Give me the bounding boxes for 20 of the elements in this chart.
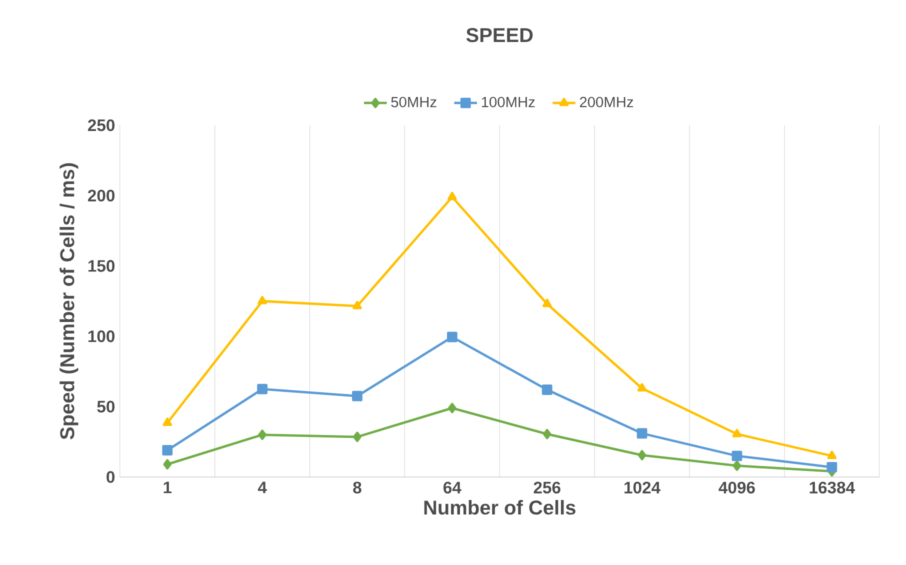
x-tick-label: 4 [258,482,267,494]
y-tick-label: 150 [88,260,115,272]
legend-label: 200MHz [580,96,634,108]
x-tick-label: 1 [164,482,172,494]
x-axis-title: Number of Cells [424,500,576,515]
legend-label: 50MHz [391,96,436,108]
x-tick-label: 256 [534,482,560,494]
y-axis-title: Speed (Number of Cells / ms) [60,163,78,440]
x-tick-label: 64 [444,482,462,494]
x-tick-label: 4096 [718,482,755,494]
y-tick-label: 100 [88,330,115,342]
chart-title: SPEED [466,28,533,42]
x-tick-label: 1024 [624,482,660,494]
y-tick-label: 200 [88,190,115,202]
legend-label: 100MHz [482,96,535,108]
y-tick-label: 250 [88,119,115,132]
x-tick-label: 16384 [810,482,855,494]
y-tick-label: 0 [106,471,115,483]
y-tick-label: 50 [97,400,115,413]
x-tick-label: 8 [353,482,362,494]
